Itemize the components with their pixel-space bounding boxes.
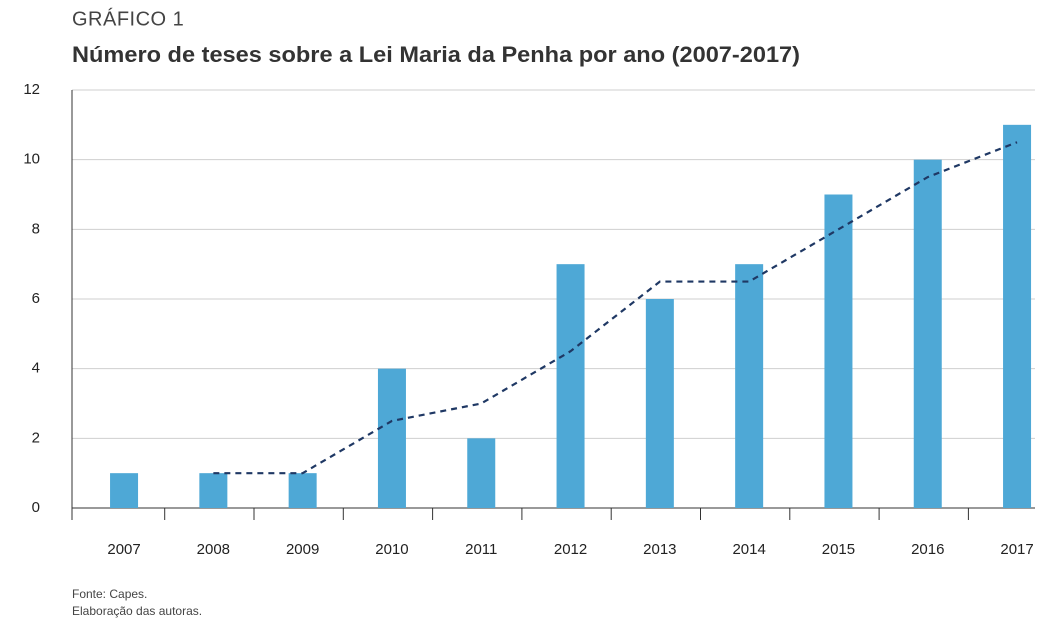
y-tick-label: 10 [23,151,40,168]
chart-title: Número de teses sobre a Lei Maria da Pen… [72,42,800,67]
x-tick-label: 2011 [465,541,497,558]
bar [1003,124,1032,508]
bar [556,264,585,508]
bar [735,264,764,508]
bar [467,438,496,508]
x-tick-label: 2010 [375,541,408,558]
trend-line [213,141,1018,475]
chart-kicker: GRÁFICO 1 [72,7,184,30]
x-tick-label: 2007 [107,541,140,558]
author-note: Elaboração das autoras. [72,604,202,618]
bar [199,473,228,508]
bar [377,368,406,508]
x-tick-label: 2016 [911,541,944,558]
y-tick-label: 8 [32,220,40,237]
x-tick-label: 2017 [1000,541,1033,558]
x-tick-label: 2014 [732,541,765,558]
y-tick-label: 6 [32,290,40,307]
source-note: Fonte: Capes. [72,587,147,601]
y-tick-label: 2 [32,429,40,446]
x-tick-label: 2008 [197,541,230,558]
bar [824,194,853,508]
y-tick-label: 4 [32,360,40,377]
bar [913,159,942,508]
bar [288,473,317,508]
y-tick-label: 0 [32,499,40,516]
x-tick-label: 2012 [554,541,587,558]
x-tick-label: 2015 [822,541,855,558]
y-tick-label: 12 [23,81,40,98]
bar [110,473,139,508]
x-tick-label: 2009 [286,541,319,558]
bar [645,299,674,508]
x-tick-label: 2013 [643,541,676,558]
